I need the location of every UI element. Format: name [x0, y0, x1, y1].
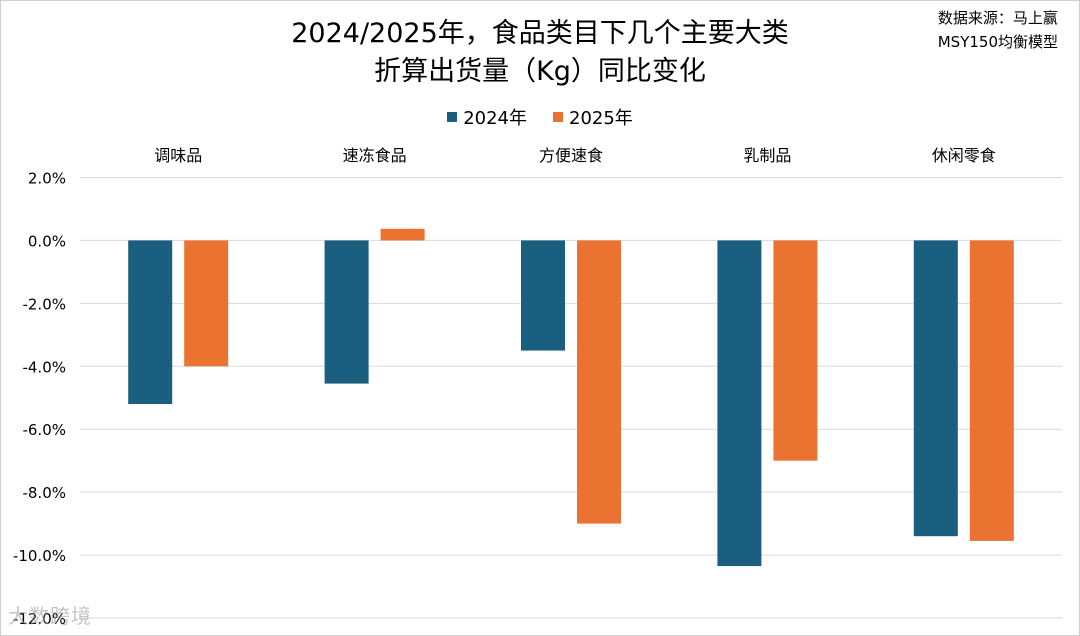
bar-2025: [577, 240, 621, 524]
category-label: 调味品: [154, 146, 202, 165]
legend-swatch-2024: [447, 112, 458, 122]
bar-2024: [717, 240, 762, 567]
legend-item-2025: 2025年: [553, 104, 633, 130]
legend-label-2025: 2025年: [569, 108, 633, 129]
data-source-note: 数据来源：马上赢 MSY150均衡模型: [938, 6, 1058, 54]
category-label: 休闲零食: [932, 146, 996, 165]
y-tick-label: -2.0%: [22, 295, 66, 313]
y-tick-label: -6.0%: [22, 421, 66, 439]
bar-2024: [521, 240, 565, 351]
bar-2024: [913, 240, 958, 537]
category-label: 乳制品: [743, 146, 791, 165]
y-tick-label: 2.0%: [28, 170, 66, 188]
legend-swatch-2025: [553, 112, 563, 122]
legend-label-2024: 2024年: [463, 108, 527, 129]
bar-2024: [128, 240, 173, 405]
source-line1: 数据来源：马上赢: [937, 9, 1058, 27]
bar-2025: [773, 240, 818, 461]
y-tick-label: -12.0%: [13, 610, 66, 628]
chart-legend: 2024年 2025年: [0, 104, 1080, 130]
y-tick-label: -10.0%: [13, 547, 66, 565]
chart-title-line2: 折算出货量（Kg）同比变化: [374, 56, 706, 87]
y-tick-label: -8.0%: [22, 484, 66, 502]
y-tick-label: -4.0%: [22, 358, 66, 376]
bar-2025: [184, 240, 229, 367]
bar-2025: [969, 240, 1014, 541]
category-label: 速冻食品: [343, 146, 407, 165]
watermark-text: 大数跨境: [8, 604, 92, 628]
bar-2025: [380, 228, 425, 241]
bar-2024: [324, 240, 369, 384]
category-label: 方便速食: [539, 146, 603, 165]
chart-title-line1: 2024/2025年，食品类目下几个主要大类: [291, 18, 789, 49]
y-tick-label: 0.0%: [28, 232, 66, 250]
source-line2: MSY150均衡模型: [937, 33, 1058, 51]
legend-item-2024: 2024年: [447, 104, 527, 130]
